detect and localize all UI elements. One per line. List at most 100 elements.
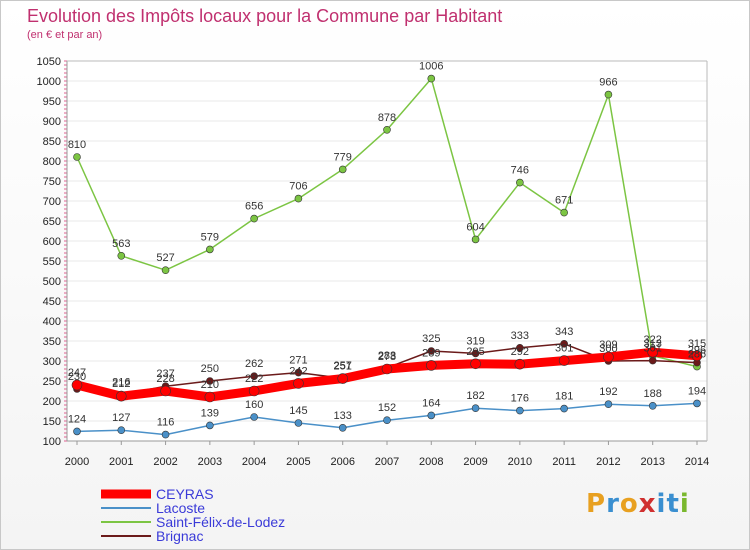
data-point-ceyras: [647, 346, 659, 358]
data-point-ceyras: [470, 358, 481, 370]
data-label-ceyras: 322: [644, 334, 662, 346]
data-label-brignac: 230: [68, 371, 86, 383]
data-point-lacoste: [73, 427, 81, 436]
data-point-ceyras: [558, 355, 570, 366]
data-point-lacoste: [560, 404, 568, 413]
y-tick-label: 350: [43, 336, 61, 348]
data-label-ceyras: 295: [466, 346, 484, 358]
y-tick-label: 650: [43, 216, 61, 228]
data-label-brignac: 216: [112, 377, 130, 389]
data-point-lacoste: [250, 413, 258, 421]
data-point-saint-felix-de-lodez: [471, 235, 480, 244]
proxiti-logo: Proxiti: [586, 489, 690, 519]
data-point-ceyras: [293, 378, 304, 389]
x-tick-label: 2008: [419, 456, 443, 468]
data-label-saint-felix-de-lodez: 878: [378, 112, 396, 124]
data-label-saint-felix-de-lodez: 966: [599, 77, 617, 89]
data-point-saint-felix-de-lodez: [604, 90, 613, 99]
x-tick-label: 2009: [463, 456, 487, 468]
legend-label-lacoste: Lacoste: [156, 500, 205, 516]
logo-letter: r: [606, 489, 620, 519]
y-tick-label: 300: [43, 356, 61, 368]
data-label-saint-felix-de-lodez: 527: [156, 252, 174, 264]
plot-area: [67, 61, 707, 441]
data-label-saint-felix-de-lodez: 563: [112, 238, 130, 250]
y-tick-label: 1050: [37, 56, 61, 68]
data-point-lacoste: [294, 419, 303, 427]
y-tick-label: 900: [43, 116, 61, 128]
data-label-brignac: 319: [466, 335, 484, 347]
y-tick-label: 250: [43, 376, 61, 388]
chart-title: Evolution des Impôts locaux pour la Comm…: [27, 6, 503, 26]
data-label-brignac: 257: [334, 360, 352, 372]
data-point-ceyras: [160, 385, 171, 397]
data-label-saint-felix-de-lodez: 604: [466, 221, 484, 233]
data-label-brignac: 325: [422, 333, 440, 345]
logo-letter: x: [638, 489, 657, 519]
data-point-saint-felix-de-lodez: [206, 245, 214, 254]
x-tick-label: 2001: [109, 456, 133, 468]
data-label-lacoste: 152: [378, 402, 396, 414]
data-label-ceyras: 292: [511, 346, 529, 358]
data-label-brignac: 283: [378, 350, 396, 362]
data-point-saint-felix-de-lodez: [516, 178, 524, 187]
legend-label-ceyras: CEYRAS: [156, 486, 214, 502]
data-label-lacoste: 160: [245, 399, 263, 411]
data-label-lacoste: 139: [201, 407, 219, 419]
y-tick-label: 200: [43, 396, 61, 408]
x-tick-label: 2003: [198, 456, 222, 468]
y-tick-label: 400: [43, 316, 61, 328]
data-point-lacoste: [117, 426, 126, 435]
data-label-lacoste: 181: [555, 391, 573, 403]
data-label-brignac: 343: [555, 326, 573, 338]
y-tick-label: 750: [43, 176, 61, 188]
y-tick-label: 1000: [37, 76, 61, 88]
data-label-brignac: 271: [289, 355, 307, 367]
data-label-saint-felix-de-lodez: 746: [511, 165, 529, 177]
data-point-lacoste: [427, 411, 436, 420]
data-point-lacoste: [206, 421, 214, 430]
data-label-saint-felix-de-lodez: 779: [334, 151, 352, 163]
data-point-ceyras: [603, 351, 614, 363]
data-point-lacoste: [648, 401, 657, 410]
x-tick-label: 2013: [640, 456, 664, 468]
logo-letter: P: [586, 489, 607, 519]
data-label-ceyras: 301: [555, 343, 573, 355]
y-tick-label: 800: [43, 156, 61, 168]
data-label-brignac: 296: [688, 345, 706, 357]
data-label-brignac: 300: [599, 343, 617, 355]
data-point-brignac: [516, 343, 524, 352]
data-label-brignac: 301: [644, 343, 662, 355]
data-label-saint-felix-de-lodez: 656: [245, 201, 263, 213]
legend-label-brignac: Brignac: [156, 528, 203, 544]
data-point-lacoste: [693, 399, 701, 408]
data-label-ceyras: 210: [201, 379, 219, 391]
data-point-brignac: [648, 356, 657, 365]
data-label-ceyras: 242: [289, 365, 307, 377]
legend-label-saint-felix-de-lodez: Saint-Félix-de-Lodez: [156, 514, 285, 530]
x-tick-label: 2005: [286, 456, 310, 468]
x-tick-label: 2010: [508, 456, 532, 468]
x-tick-label: 2011: [552, 456, 576, 468]
y-tick-label: 450: [43, 296, 61, 308]
data-point-ceyras: [115, 390, 127, 402]
data-point-saint-felix-de-lodez: [73, 153, 81, 161]
y-tick-label: 950: [43, 96, 61, 108]
data-point-brignac: [206, 377, 214, 385]
data-point-ceyras: [425, 360, 437, 371]
logo-letter: o: [619, 489, 639, 519]
data-label-brignac: 237: [156, 368, 174, 380]
logo-letter: i: [679, 489, 690, 519]
chart-subtitle: (en € et par an): [27, 29, 103, 41]
data-point-lacoste: [604, 400, 613, 409]
data-label-ceyras: 251: [334, 361, 352, 373]
data-label-ceyras: 247: [68, 367, 86, 379]
x-tick-label: 2012: [596, 456, 620, 468]
data-label-saint-felix-de-lodez: 579: [201, 231, 219, 243]
data-label-lacoste: 133: [334, 410, 352, 422]
data-point-lacoste: [338, 423, 347, 432]
x-tick-label: 2004: [242, 456, 266, 468]
data-point-saint-felix-de-lodez: [338, 165, 347, 174]
data-point-ceyras: [71, 379, 83, 391]
